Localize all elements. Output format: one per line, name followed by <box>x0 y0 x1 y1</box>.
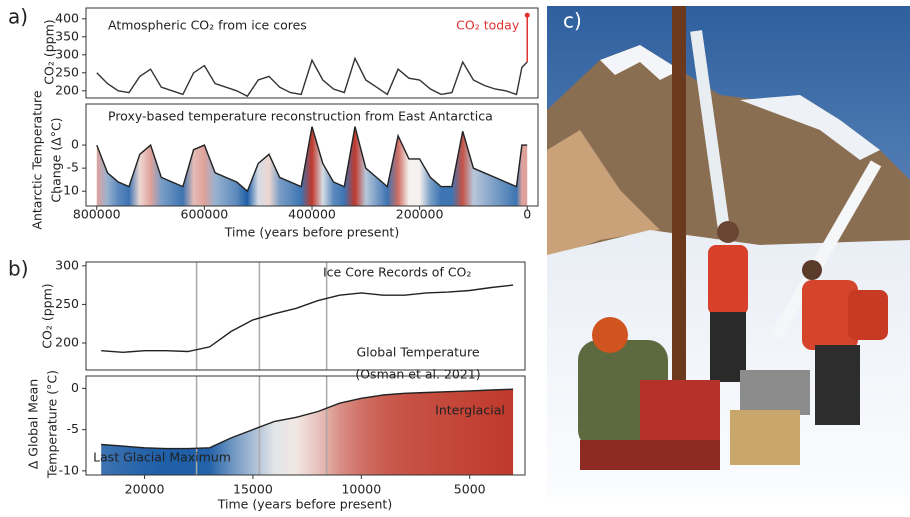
annotation: Last Glacial Maximum <box>93 450 231 465</box>
panel-label: a) <box>8 5 28 29</box>
annotation: CO₂ today <box>456 18 520 33</box>
panel-label: b) <box>8 257 29 281</box>
x-tick-label: 15000 <box>233 482 273 497</box>
y-tick-label: 400 <box>55 10 79 25</box>
y-axis-label: Temperature (°C) <box>45 370 60 479</box>
figure: c) a) b) 200 250 300 350 400 Atmospheric CO₂ … <box>0 0 910 513</box>
data-line <box>101 285 513 352</box>
panel-label: c) <box>563 9 582 33</box>
y-tick-label: 300 <box>55 257 79 272</box>
x-tick-label: 5000 <box>454 482 486 497</box>
today-point <box>525 13 530 18</box>
data-line <box>97 58 527 96</box>
y-axis-label: CO₂ (ppm) <box>40 283 55 348</box>
y-tick-label: 250 <box>55 296 79 311</box>
area <box>97 127 527 206</box>
y-tick-label: -5 <box>67 421 79 436</box>
chart: 200 250 300 350 400 Atmospheric CO₂ from ice … <box>42 8 539 98</box>
photo: c) <box>547 6 910 497</box>
x-tick-label: 0 <box>523 207 531 222</box>
y-tick-label: -10 <box>59 462 79 477</box>
annotation: Interglacial <box>435 403 505 418</box>
y-axis-label: Δ Global Mean <box>26 379 41 469</box>
y-tick-label: 0 <box>71 380 79 395</box>
y-tick-label: 350 <box>55 28 79 43</box>
x-tick-label: 800000 <box>73 207 121 222</box>
chart-title: Atmospheric CO₂ from ice cores <box>108 18 307 33</box>
x-axis-label: Time (years before present) <box>224 225 399 240</box>
x-axis-label: Time (years before present) <box>217 497 392 512</box>
y-tick-label: 300 <box>55 46 79 61</box>
x-tick-label: 400000 <box>288 207 336 222</box>
x-tick-label: 20000 <box>125 482 165 497</box>
y-axis-label: Antarctic Temperature <box>30 90 45 229</box>
x-tick-label: 600000 <box>181 207 229 222</box>
y-tick-label: 200 <box>55 82 79 97</box>
x-tick-label: 200000 <box>396 207 444 222</box>
annotation: (Osman et al. 2021) <box>355 367 480 382</box>
annotation: Global Temperature <box>356 345 479 360</box>
y-axis-label: Change (Δ°C) <box>49 117 64 202</box>
annotation: Ice Core Records of CO₂ <box>323 265 471 280</box>
y-axis-label: CO₂ (ppm) <box>42 19 57 84</box>
y-tick-label: 0 <box>71 137 79 152</box>
x-tick-label: 10000 <box>341 482 381 497</box>
y-tick-label: 200 <box>55 335 79 350</box>
y-tick-label: 250 <box>55 64 79 79</box>
chart-title: Proxy-based temperature reconstruction f… <box>108 109 493 124</box>
y-tick-label: -5 <box>67 160 79 175</box>
